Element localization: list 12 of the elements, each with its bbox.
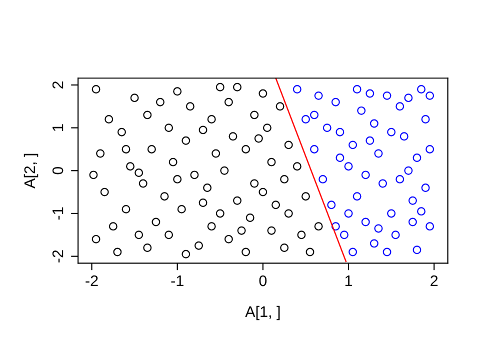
x-tick-label: 1 [345,276,352,286]
x-tick-label: 0 [259,275,267,286]
x-tick-label: -1 [171,276,184,286]
x-tick-label: -2 [86,275,98,286]
y-tick-label: 0 [52,166,64,174]
y-tick-label: -2 [52,250,64,262]
x-tick-label: 2 [430,275,438,286]
y-tick-label: 2 [52,81,64,88]
y-axis-title: A[2, ] [24,154,38,188]
y-tick-label: -1 [52,207,64,220]
x-axis-title: A[1, ] [245,306,280,320]
y-tick-label: 1 [52,124,64,131]
